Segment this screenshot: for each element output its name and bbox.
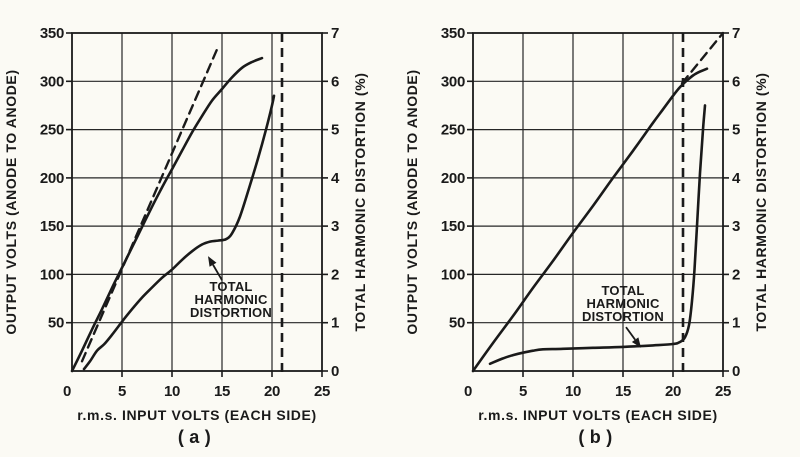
y-left-axis-title: OUTPUT VOLTS (ANODE TO ANODE): [3, 69, 19, 334]
y-right-tick-label: 4: [331, 170, 340, 187]
y-left-tick-label: 150: [441, 218, 465, 235]
output-volts-curve: [70, 56, 264, 373]
y-right-tick-label: 3: [331, 218, 339, 235]
annotation-text-line: DISTORTION: [190, 305, 272, 320]
y-left-tick-label: 50: [449, 315, 465, 332]
y-right-tick-label: 1: [732, 315, 740, 332]
plot-border: [71, 32, 323, 372]
y-right-tick-label: 0: [732, 363, 740, 380]
x-tick-label: 10: [565, 383, 581, 400]
plot-border: [472, 32, 724, 372]
x-tick-label: 5: [519, 383, 527, 400]
x-tick-label: 0: [464, 383, 472, 400]
y-left-tick-label: 300: [441, 73, 465, 90]
x-tick-label: 5: [118, 383, 126, 400]
annotation-text-line: TOTAL: [601, 283, 644, 298]
total-harmonic-distortion-curve: [488, 104, 707, 366]
x-axis-title: r.m.s. INPUT VOLTS (EACH SIDE): [77, 407, 316, 423]
total-harmonic-distortion-curve: [82, 94, 276, 371]
linear-output-extrapolation-curve: [680, 31, 725, 85]
y-left-tick-label: 100: [441, 266, 465, 283]
annotation-text-line: DISTORTION: [582, 309, 664, 324]
chart-b: 0 5 10 15 20 25 50 100 150 200 250 300 350 0 1 2 3 4 5 6 7 TO…: [404, 25, 769, 447]
linear-output-extrapolation-curve: [80, 48, 219, 363]
y-right-tick-label: 6: [331, 73, 339, 90]
x-tick-label: 10: [164, 383, 180, 400]
annotation-arrow-shaft: [212, 264, 223, 281]
y-left-tick-label: 200: [441, 170, 465, 187]
annotation-text-line: TOTAL: [209, 279, 252, 294]
y-left-tick-label: 350: [441, 25, 465, 42]
x-axis-title: r.m.s. INPUT VOLTS (EACH SIDE): [478, 407, 717, 423]
y-right-tick-label: 2: [732, 266, 740, 283]
y-left-tick-label: 250: [40, 122, 64, 139]
output-volts-curve: [471, 67, 709, 373]
x-tick-label: 0: [63, 383, 71, 400]
y-right-tick-label: 6: [732, 73, 740, 90]
annotation-arrow-shaft: [625, 326, 636, 341]
x-tick-label: 25: [314, 383, 330, 400]
y-left-axis-title: OUTPUT VOLTS (ANODE TO ANODE): [404, 69, 420, 334]
y-right-axis-title: TOTAL HARMONIC DISTORTION (%): [352, 72, 368, 331]
annotation-text-line: HARMONIC: [586, 296, 660, 311]
y-left-tick-label: 250: [441, 122, 465, 139]
y-right-tick-label: 1: [331, 315, 339, 332]
x-tick-label: 15: [214, 383, 230, 400]
y-right-axis-title: TOTAL HARMONIC DISTORTION (%): [753, 72, 769, 331]
y-right-tick-label: 7: [732, 25, 740, 42]
annotation-text-line: HARMONIC: [194, 292, 268, 307]
y-left-tick-label: 200: [40, 170, 64, 187]
y-left-tick-label: 300: [40, 73, 64, 90]
y-left-tick-label: 50: [48, 315, 64, 332]
annotation-arrowhead-icon: [631, 337, 641, 348]
y-right-tick-label: 5: [732, 122, 740, 139]
chart-a-plot-area: 0 5 10 15 20 25 50 100 150 200 250 300 350 0 1 2 3 4 5 6 7 TO…: [40, 25, 340, 400]
y-right-tick-label: 3: [732, 218, 740, 235]
x-tick-label: 15: [615, 383, 631, 400]
y-left-tick-label: 350: [40, 25, 64, 42]
chart-b-plot-area: 0 5 10 15 20 25 50 100 150 200 250 300 350 0 1 2 3 4 5 6 7 TO…: [441, 25, 741, 400]
y-right-tick-label: 7: [331, 25, 339, 42]
y-left-tick-label: 150: [40, 218, 64, 235]
y-right-tick-label: 5: [331, 122, 339, 139]
x-tick-label: 25: [715, 383, 731, 400]
annotation-arrowhead-icon: [208, 256, 217, 267]
y-left-tick-label: 100: [40, 266, 64, 283]
chart-caption: (a): [178, 427, 216, 447]
x-tick-label: 20: [264, 383, 280, 400]
x-tick-label: 20: [665, 383, 681, 400]
chart-a: 0 5 10 15 20 25 50 100 150 200 250 300 350 0 1 2 3 4 5 6 7 TO…: [3, 25, 368, 447]
y-right-tick-label: 2: [331, 266, 339, 283]
chart-caption: (b): [578, 427, 617, 447]
y-right-tick-label: 4: [732, 170, 741, 187]
y-right-tick-label: 0: [331, 363, 339, 380]
